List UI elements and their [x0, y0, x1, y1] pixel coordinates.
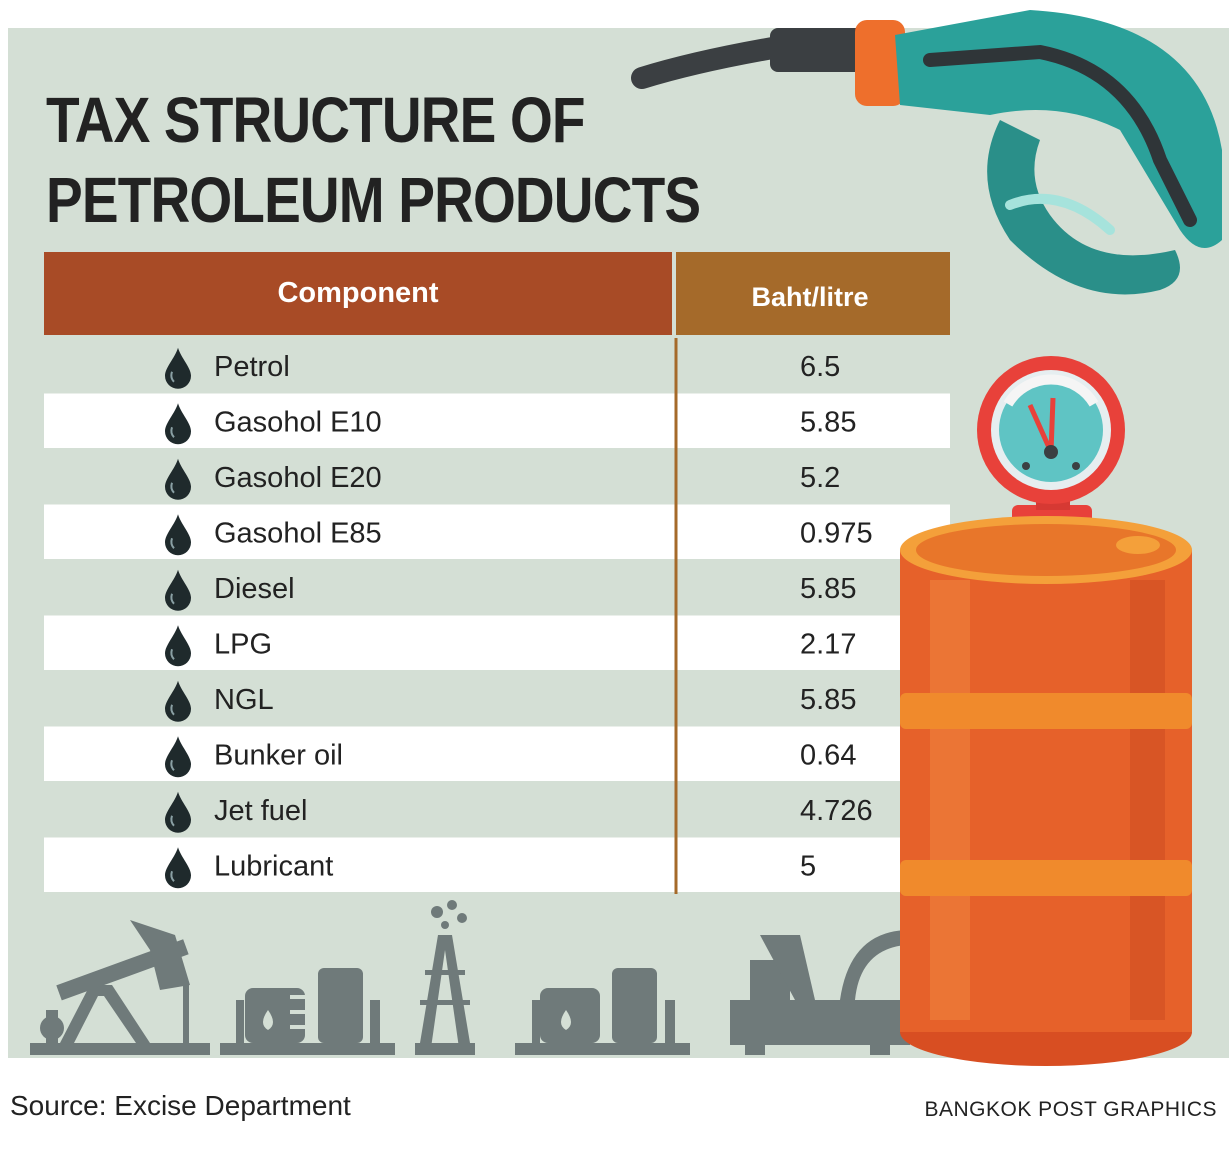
oil-drop-highlight — [170, 426, 175, 438]
oil-drop-highlight — [170, 537, 175, 549]
header-component-cell — [44, 252, 672, 335]
title-line-1: TAX STRUCTURE OF — [46, 84, 586, 156]
oil-drop-icon — [165, 458, 191, 500]
component-label: Gasohol E20 — [214, 462, 382, 494]
table-rows: Petrol 6.5 Gasohol E10 5.85 Gasohol E20 5.2 Ga… — [44, 347, 950, 892]
component-label: Petrol — [214, 351, 290, 383]
value-label: 2.17 — [800, 628, 856, 660]
component-label: Bunker oil — [214, 739, 343, 771]
graphics-credit: BANGKOK POST GRAPHICS — [924, 1098, 1217, 1121]
row-background — [44, 615, 950, 670]
value-label: 4.726 — [800, 795, 873, 827]
oil-drop-highlight — [170, 704, 175, 716]
storage-tank-icon — [515, 968, 690, 1055]
value-label: 0.975 — [800, 517, 873, 549]
pumpjack-icon — [30, 920, 210, 1055]
title-line-2: PETROLEUM PRODUCTS — [46, 164, 701, 236]
header-value-cell — [676, 252, 950, 335]
column-header-value: Baht/litre — [751, 282, 868, 312]
component-label: NGL — [214, 684, 274, 716]
component-label: Gasohol E85 — [214, 517, 382, 549]
value-label: 5 — [800, 850, 816, 882]
storage-tank-icon — [220, 968, 395, 1055]
oil-derrick-icon — [415, 900, 475, 1055]
component-label: Lubricant — [214, 850, 333, 882]
oil-drop-highlight — [170, 815, 175, 827]
value-label: 5.2 — [800, 462, 840, 494]
row-background — [44, 393, 950, 448]
offshore-rig-icon — [730, 930, 910, 1055]
industrial-skyline — [30, 900, 910, 1055]
fuel-nozzle-icon — [631, 10, 1222, 295]
oil-barrel-icon — [900, 356, 1192, 1066]
oil-drop-highlight — [170, 593, 175, 605]
oil-drop-highlight — [170, 759, 175, 771]
oil-drop-icon — [165, 680, 191, 722]
value-label: 6.5 — [800, 351, 840, 383]
component-label: Jet fuel — [214, 795, 308, 827]
component-label: Diesel — [214, 573, 295, 605]
oil-drop-highlight — [170, 482, 175, 494]
value-label: 0.64 — [800, 739, 856, 771]
oil-drop-highlight — [170, 648, 175, 660]
value-label: 5.85 — [800, 406, 856, 438]
source-note: Source: Excise Department — [10, 1090, 351, 1121]
column-header-component: Component — [277, 277, 438, 309]
component-label: Gasohol E10 — [214, 406, 382, 438]
oil-drop-icon — [165, 569, 191, 611]
oil-drop-icon — [165, 347, 191, 389]
tax-table: Component Baht/litre Petrol 6.5 Gasohol E1… — [44, 252, 950, 894]
oil-drop-icon — [165, 791, 191, 833]
value-label: 5.85 — [800, 573, 856, 605]
row-background — [44, 504, 950, 559]
component-label: LPG — [214, 628, 272, 660]
chart-title: TAX STRUCTURE OF PETROLEUM PRODUCTS — [46, 80, 701, 240]
oil-drop-highlight — [170, 371, 175, 383]
oil-drop-highlight — [170, 870, 175, 882]
row-background — [44, 726, 950, 781]
row-background — [44, 837, 950, 892]
value-label: 5.85 — [800, 684, 856, 716]
